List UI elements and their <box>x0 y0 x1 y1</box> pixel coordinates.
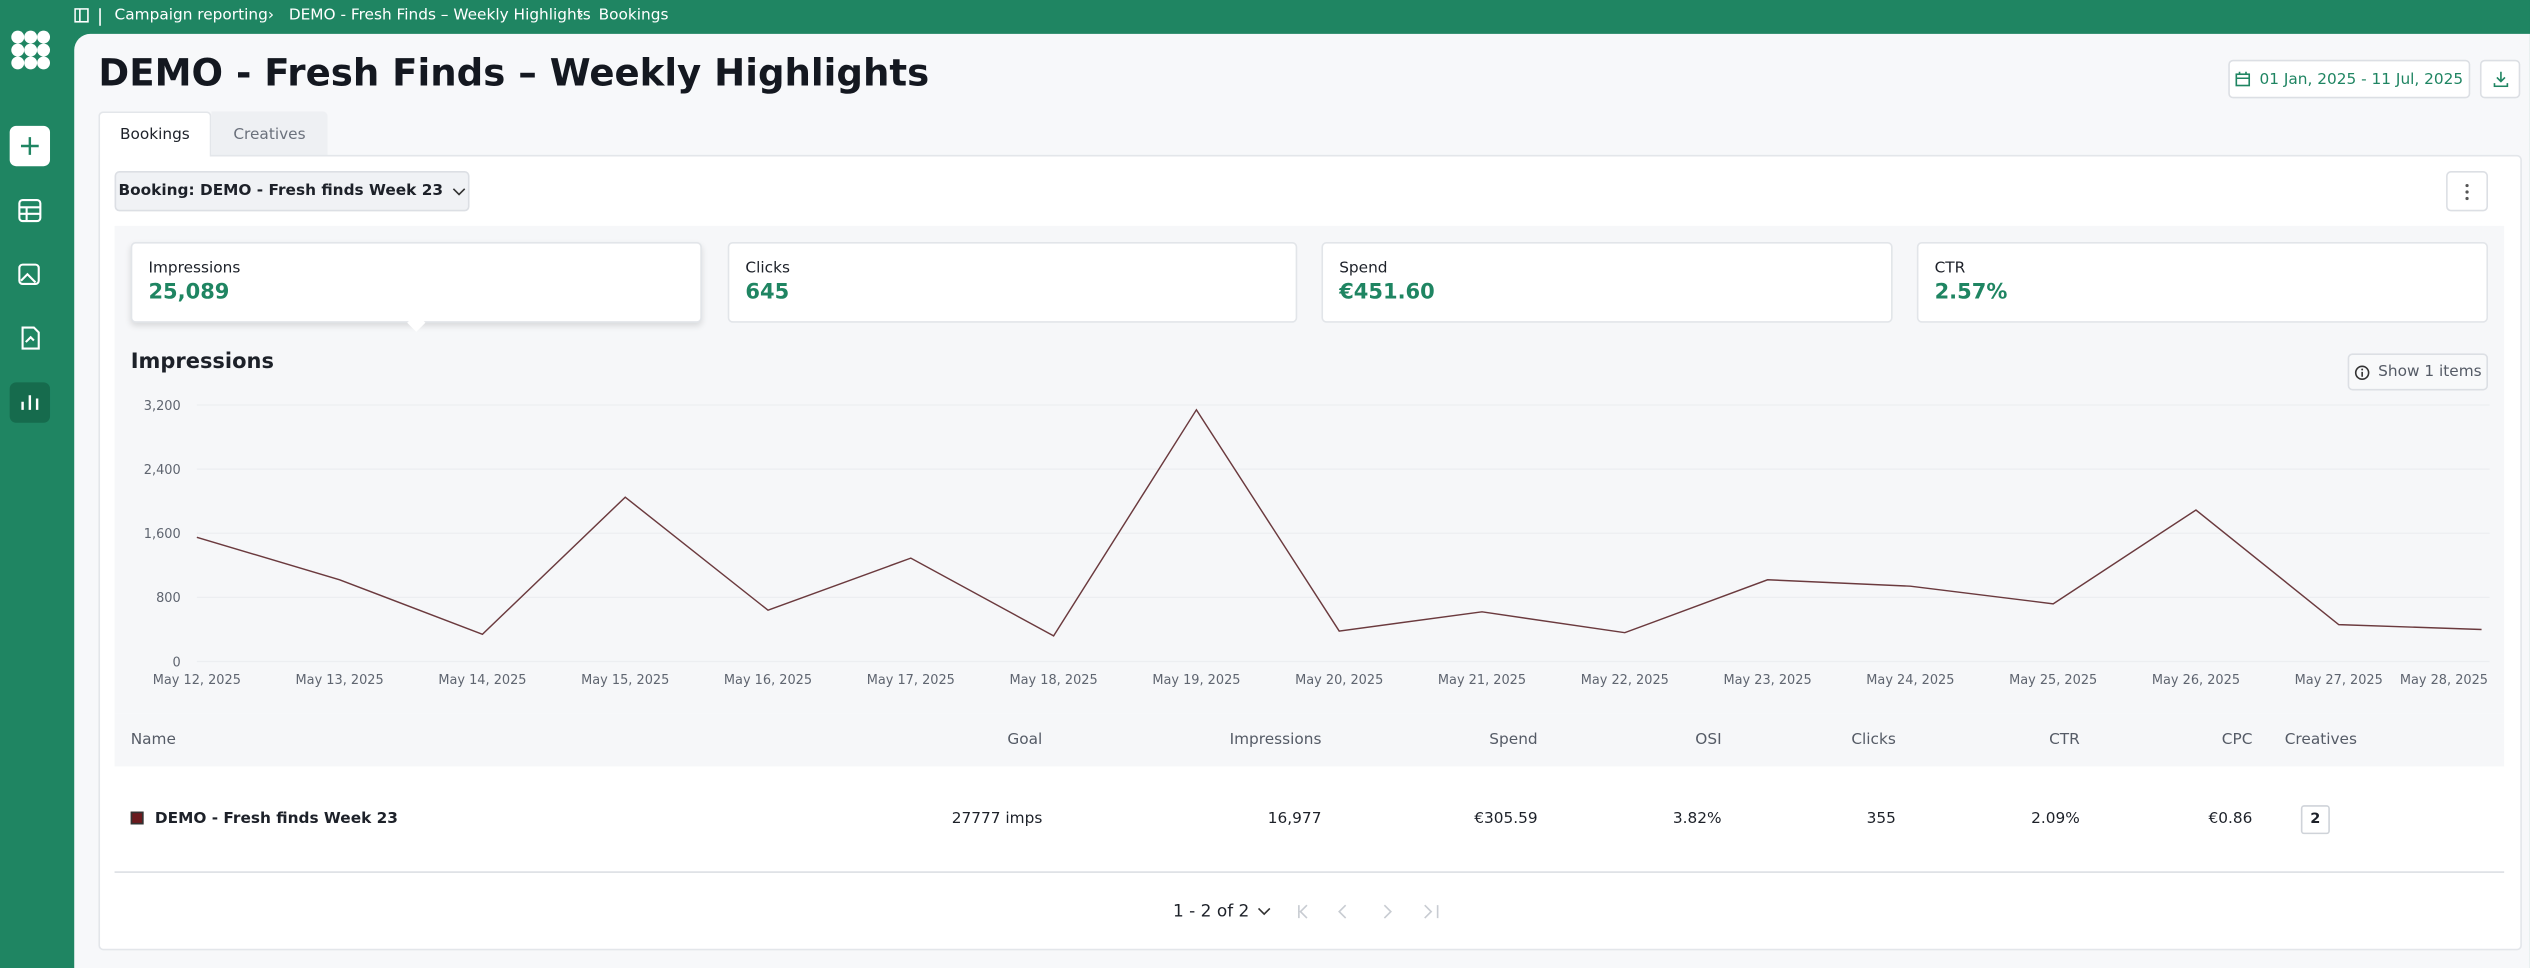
tab[interactable]: Creatives <box>211 111 328 157</box>
show-items-button[interactable]: Show 1 items <box>2347 353 2489 391</box>
kpi-label: Clicks <box>745 259 790 278</box>
more-button[interactable] <box>2446 171 2489 212</box>
column-header[interactable]: Impressions <box>1229 730 1322 749</box>
booking-selector-text: Booking: DEMO - Fresh finds Week 23 <box>118 182 444 201</box>
y-tick-label: 1,600 <box>144 527 181 542</box>
x-tick-label: May 22, 2025 <box>1581 673 1669 688</box>
x-tick-label: May 24, 2025 <box>1866 673 1954 688</box>
kpi-value: 25,089 <box>148 280 230 305</box>
kpi-card[interactable]: Clicks 645 <box>727 242 1298 323</box>
kpi-value: €451.60 <box>1339 280 1435 305</box>
kpi-card[interactable]: CTR 2.57% <box>1916 242 2489 323</box>
cell: 3.82% <box>1672 809 1722 828</box>
y-tick-label: 2,400 <box>144 463 181 478</box>
column-header[interactable]: CTR <box>2049 730 2080 749</box>
x-tick-label: May 23, 2025 <box>1724 673 1812 688</box>
series-line <box>196 408 2482 637</box>
reporting-nav[interactable] <box>9 382 51 423</box>
x-tick-label: May 28, 2025 <box>2400 673 2488 688</box>
kpi-value: 2.57% <box>1934 280 2008 305</box>
tab[interactable]: Bookings <box>98 111 212 157</box>
kpi-card[interactable]: Spend €451.60 <box>1321 242 1893 323</box>
column-header[interactable]: Goal <box>1007 730 1043 749</box>
x-tick-label: May 27, 2025 <box>2295 673 2383 688</box>
table-header <box>114 713 2505 767</box>
column-header[interactable]: OSI <box>1695 730 1722 749</box>
cell: 355 <box>1866 809 1896 828</box>
column-header[interactable]: Name <box>130 730 176 749</box>
column-header[interactable]: Creatives <box>2284 730 2357 749</box>
booking-selector[interactable]: Booking: DEMO - Fresh finds Week 23 <box>114 171 470 212</box>
cell: 2.09% <box>2031 809 2080 828</box>
kpi-label: Impressions <box>148 259 241 278</box>
breadcrumb[interactable]: Campaign reporting <box>114 6 268 25</box>
row-name[interactable]: DEMO - Fresh finds Week 23 <box>154 809 398 828</box>
pagination[interactable]: 1 - 2 of 2 <box>1173 902 1454 921</box>
date-range-text: 01 Jan, 2025 - 11 Jul, 2025 <box>2259 70 2464 88</box>
x-tick-label: May 18, 2025 <box>1010 673 1098 688</box>
x-tick-label: May 20, 2025 <box>1295 673 1383 688</box>
x-tick-label: May 16, 2025 <box>724 673 812 688</box>
x-tick-label: May 25, 2025 <box>2009 673 2097 688</box>
kpi-card[interactable]: Impressions 25,089 <box>130 242 702 323</box>
x-tick-label: May 14, 2025 <box>438 673 526 688</box>
y-tick-label: 800 <box>156 591 181 606</box>
column-header[interactable]: CPC <box>2221 730 2253 749</box>
breadcrumb[interactable]: DEMO - Fresh Finds – Weekly Highlights <box>288 6 591 25</box>
breadcrumb: Bookings <box>598 6 669 25</box>
column-header[interactable]: Clicks <box>1851 730 1896 749</box>
page-title: DEMO - Fresh Finds – Weekly Highlights <box>98 53 930 96</box>
download-button[interactable] <box>2479 59 2521 99</box>
kpi-label: CTR <box>1934 259 1966 278</box>
x-tick-label: May 17, 2025 <box>867 673 955 688</box>
x-tick-label: May 26, 2025 <box>2152 673 2240 688</box>
table-nav[interactable] <box>18 198 42 223</box>
x-tick-label: May 15, 2025 <box>581 673 669 688</box>
column-header[interactable]: Spend <box>1489 730 1538 749</box>
add-button[interactable] <box>9 125 51 167</box>
y-tick-label: 3,200 <box>144 399 181 414</box>
kpi-value: 645 <box>745 280 790 305</box>
logo <box>11 30 51 70</box>
x-tick-label: May 12, 2025 <box>153 673 241 688</box>
show-items-text: Show 1 items <box>2378 363 2482 381</box>
x-tick-label: May 13, 2025 <box>296 673 384 688</box>
cell: 27777 imps <box>951 809 1043 828</box>
sidebar <box>0 0 75 968</box>
creatives-badge[interactable]: 2 <box>2300 805 2330 835</box>
date-range[interactable]: 01 Jan, 2025 - 11 Jul, 2025 <box>2228 59 2471 99</box>
y-tick-label: 0 <box>173 655 181 670</box>
pagination-text: 1 - 2 of 2 <box>1173 901 1250 922</box>
x-tick-label: May 21, 2025 <box>1438 673 1526 688</box>
chart-title: Impressions <box>130 350 274 375</box>
cell: 16,977 <box>1267 809 1322 828</box>
cell: €0.86 <box>2208 809 2253 828</box>
top-bar: Campaign reporting › DEMO - Fresh Finds … <box>74 0 2530 34</box>
row-swatch <box>130 811 144 825</box>
line-chart: 0 800 1,600 2,400 3,200 May 12, 2025 May 13, 2… <box>144 399 2490 688</box>
divider <box>114 871 2505 873</box>
x-tick-label: May 19, 2025 <box>1152 673 1240 688</box>
cell: €305.59 <box>1474 809 1538 828</box>
page-arrows[interactable] <box>1293 904 1454 920</box>
creatives-nav[interactable] <box>18 261 42 286</box>
kpi-label: Spend <box>1339 259 1388 278</box>
docs-nav[interactable] <box>18 326 42 350</box>
